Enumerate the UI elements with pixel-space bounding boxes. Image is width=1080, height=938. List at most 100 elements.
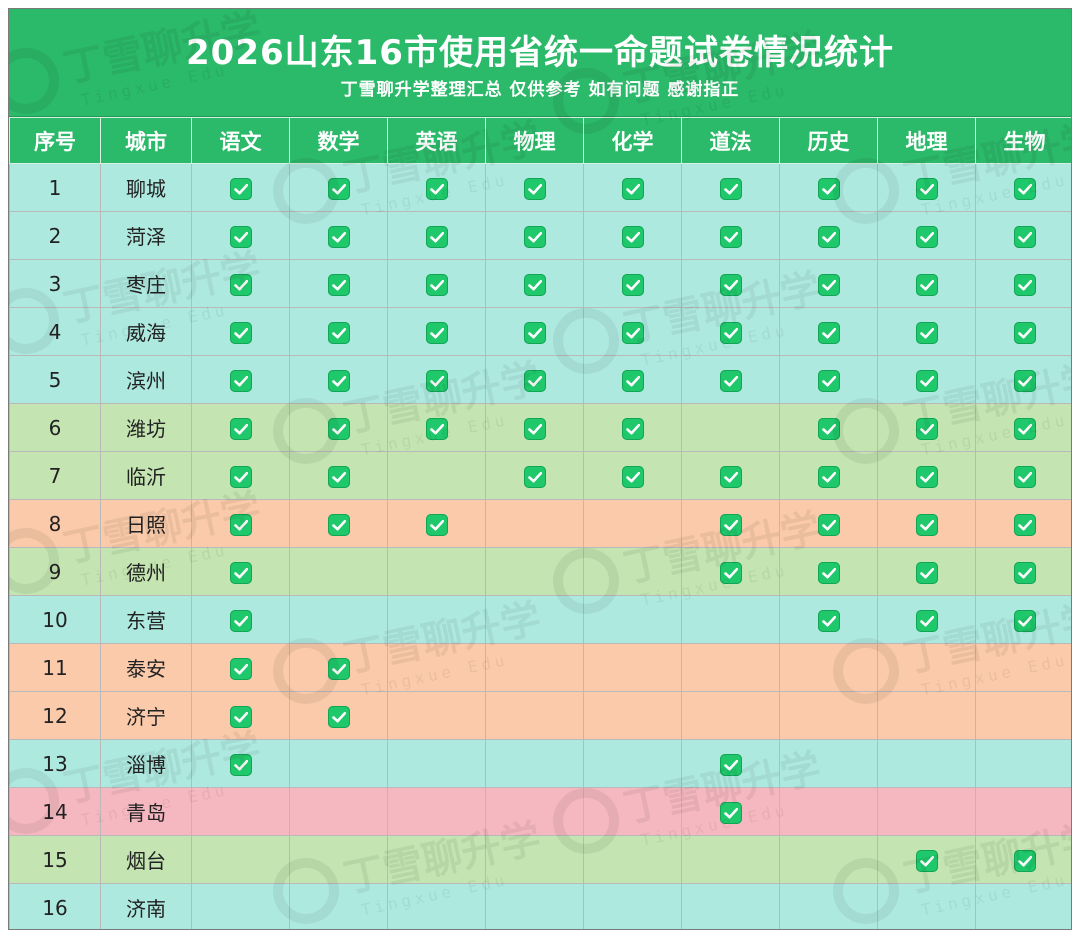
subject-cell (877, 259, 976, 308)
subject-cell (485, 163, 584, 212)
subject-cell (191, 355, 290, 404)
checkmark-icon (817, 369, 840, 392)
subject-cell (877, 307, 976, 356)
header-history: 历史 (779, 117, 878, 164)
subject-cell (779, 259, 878, 308)
header-english: 英语 (387, 117, 486, 164)
header-chinese: 语文 (191, 117, 290, 164)
row-index: 1 (9, 163, 101, 212)
header-row: 序号 城市 语文 数学 英语 物理 化学 道法 历史 地理 生物 (9, 117, 1071, 164)
subject-cell (191, 595, 290, 644)
subject-cell (779, 787, 878, 836)
checkmark-icon (327, 369, 350, 392)
row-city: 威海 (100, 307, 192, 356)
header-city: 城市 (100, 117, 192, 164)
subject-cell (877, 643, 976, 692)
row-index: 13 (9, 739, 101, 788)
checkmark-icon (229, 753, 252, 776)
subject-cell (485, 643, 584, 692)
subject-cell (289, 595, 388, 644)
checkmark-icon (719, 369, 742, 392)
subject-cell (877, 787, 976, 836)
subject-cell (387, 163, 486, 212)
subject-cell (681, 163, 780, 212)
checkmark-icon (327, 273, 350, 296)
checkmark-icon (915, 273, 938, 296)
checkmark-icon (719, 801, 742, 824)
subject-cell (779, 499, 878, 548)
subject-cell (681, 595, 780, 644)
checkmark-icon (621, 177, 644, 200)
checkmark-icon (523, 273, 546, 296)
checkmark-icon (327, 465, 350, 488)
subject-cell (583, 595, 682, 644)
subject-cell (681, 403, 780, 452)
subject-cell (485, 451, 584, 500)
subject-cell (387, 211, 486, 260)
checkmark-icon (621, 321, 644, 344)
subject-cell (877, 691, 976, 740)
subject-cell (485, 739, 584, 788)
checkmark-icon (523, 417, 546, 440)
subject-cell (877, 163, 976, 212)
subject-cell (975, 163, 1071, 212)
row-city: 淄博 (100, 739, 192, 788)
subject-cell (485, 403, 584, 452)
row-index: 3 (9, 259, 101, 308)
header-math: 数学 (289, 117, 388, 164)
table-row: 5 滨州 (9, 355, 1071, 404)
checkmark-icon (229, 465, 252, 488)
subject-cell (387, 259, 486, 308)
subject-cell (387, 355, 486, 404)
subject-cell (387, 547, 486, 596)
checkmark-icon (817, 513, 840, 536)
subject-cell (779, 883, 878, 929)
subject-cell (779, 451, 878, 500)
checkmark-icon (719, 465, 742, 488)
subject-cell (191, 499, 290, 548)
checkmark-icon (915, 225, 938, 248)
subject-cell (681, 211, 780, 260)
subject-cell (975, 835, 1071, 884)
subject-cell (975, 691, 1071, 740)
checkmark-icon (915, 369, 938, 392)
subject-cell (191, 883, 290, 929)
table-row: 12 济宁 (9, 691, 1071, 740)
subject-cell (681, 355, 780, 404)
subject-cell (779, 691, 878, 740)
subject-cell (975, 211, 1071, 260)
subject-cell (779, 595, 878, 644)
checkmark-icon (1013, 609, 1036, 632)
subject-cell (289, 259, 388, 308)
stats-sheet: 2026山东16市使用省统一命题试卷情况统计 丁雪聊升学整理汇总 仅供参考 如有… (8, 8, 1072, 930)
subject-cell (877, 451, 976, 500)
subject-cell (779, 355, 878, 404)
subject-cell (681, 835, 780, 884)
subject-cell (583, 211, 682, 260)
checkmark-icon (425, 513, 448, 536)
table-row: 13 淄博 (9, 739, 1071, 788)
row-index: 8 (9, 499, 101, 548)
row-city: 济南 (100, 883, 192, 929)
checkmark-icon (229, 657, 252, 680)
subject-cell (289, 403, 388, 452)
subject-cell (975, 259, 1071, 308)
subject-cell (779, 163, 878, 212)
checkmark-icon (229, 705, 252, 728)
row-index: 16 (9, 883, 101, 929)
subject-cell (583, 355, 682, 404)
subject-cell (289, 691, 388, 740)
page-title: 2026山东16市使用省统一命题试卷情况统计 (186, 33, 894, 73)
subject-cell (975, 883, 1071, 929)
subject-cell (877, 595, 976, 644)
checkmark-icon (425, 177, 448, 200)
subject-cell (387, 403, 486, 452)
subject-cell (191, 547, 290, 596)
table-row: 16 济南 (9, 883, 1071, 929)
checkmark-icon (621, 369, 644, 392)
subject-cell (485, 835, 584, 884)
subject-cell (681, 547, 780, 596)
subject-cell (485, 211, 584, 260)
subject-cell (681, 739, 780, 788)
row-index: 7 (9, 451, 101, 500)
